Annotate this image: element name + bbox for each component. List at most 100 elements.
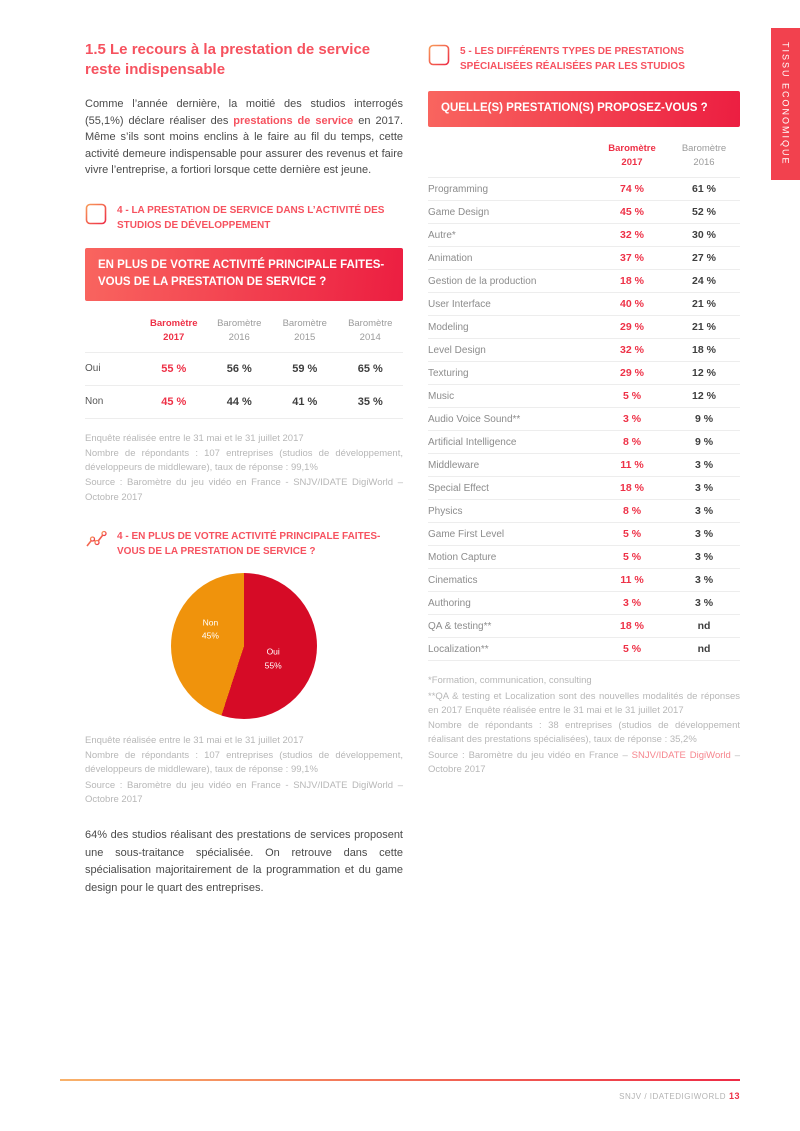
footnote-block-right: *Formation, communication, consulting **Q… xyxy=(428,674,740,747)
value-2017: 74 % xyxy=(620,183,644,196)
value-2017: 3 % xyxy=(622,413,642,426)
value-2016: 3 % xyxy=(694,528,714,541)
value-2017: 37 % xyxy=(620,252,644,265)
table-header-cell: Baromètre 2014 xyxy=(348,318,393,343)
table-row: User Interface 40 % 21 % xyxy=(428,292,740,315)
table-row: Cinematics 11 % 3 % xyxy=(428,568,740,591)
value-2016: nd xyxy=(697,620,711,633)
value-2016: 3 % xyxy=(694,459,714,472)
value-2017: 29 % xyxy=(620,321,644,334)
figure4-heading-label: 4 - LA PRESTATION DE SERVICE DANS L’ACTI… xyxy=(117,204,385,231)
prestation-label: Animation xyxy=(428,252,473,264)
value-2016: 27 % xyxy=(692,252,716,265)
question-banner-service: EN PLUS DE VOTRE ACTIVITÉ PRINCIPALE FAI… xyxy=(85,247,403,302)
footnote-line: *Formation, communication, consulting xyxy=(428,675,592,687)
question-banner-prestations: QUELLE(S) PRESTATION(S) PROPOSEZ-VOUS ? xyxy=(428,91,740,127)
table-cell: 65 % xyxy=(357,362,383,375)
source-line: Source : Baromètre du jeu vidéo en Franc… xyxy=(428,749,740,775)
figure4-heading: 4 - LA PRESTATION DE SERVICE DANS L’ACTI… xyxy=(85,203,403,233)
intro-text-2: en 2017. Même s’ils sont moins enclins à… xyxy=(85,114,404,177)
value-2016: 52 % xyxy=(692,206,716,219)
page-content: 1.5 Le recours à la prestation de servic… xyxy=(85,40,740,898)
intro-text-1: Comme l’année dernière, la moitié des st… xyxy=(85,98,403,127)
closing-paragraph: 64% des studios réalisant des prestation… xyxy=(85,829,403,894)
prestation-label: Artificial Intelligence xyxy=(428,436,517,448)
prestation-label: Audio Voice Sound** xyxy=(428,413,521,425)
footnote-line: Source : Baromètre du jeu vidéo en Franc… xyxy=(85,477,403,503)
table-header-cell: Baromètre 2016 xyxy=(217,318,262,343)
row-label: Non xyxy=(85,396,104,408)
value-2016: 3 % xyxy=(694,597,714,610)
footnote-line: **QA & testing et Localization sont des … xyxy=(428,690,740,716)
value-2017: 3 % xyxy=(622,597,642,610)
page-footer: SNJV / IDATEDIGIWORLD 13 xyxy=(619,1091,740,1101)
footer-gradient-rule xyxy=(60,1079,740,1081)
value-2016: 30 % xyxy=(692,229,716,242)
value-2017: 18 % xyxy=(620,275,644,288)
value-2016: 3 % xyxy=(694,574,714,587)
right-column: 5 - LES DIFFÉRENTS TYPES DE PRESTATIONS … xyxy=(428,40,740,898)
table-row: Game Design 45 % 52 % xyxy=(428,200,740,223)
table-cell: 35 % xyxy=(357,395,383,408)
table-header-cell: Baromètre 2016 xyxy=(681,142,727,168)
table-row: Game First Level 5 % 3 % xyxy=(428,522,740,545)
prestation-label: Programming xyxy=(428,183,489,195)
prestation-label: Level Design xyxy=(428,344,486,356)
table-row: Animation 37 % 27 % xyxy=(428,246,740,269)
value-2017: 8 % xyxy=(622,436,642,449)
table-row: Motion Capture 5 % 3 % xyxy=(428,545,740,568)
prestation-label: Authoring xyxy=(428,597,471,609)
prestation-label: Special Effect xyxy=(428,482,489,494)
table-row: Special Effect 18 % 3 % xyxy=(428,476,740,499)
section-side-tab-label: TISSU ECONOMIQUE xyxy=(780,42,791,166)
value-2017: 5 % xyxy=(622,551,642,564)
table-row-oui: Oui 55 % 56 % 59 % 65 % xyxy=(85,351,403,385)
table-cell: 59 % xyxy=(292,362,318,375)
left-column: 1.5 Le recours à la prestation de servic… xyxy=(85,40,403,898)
table-row: Localization** 5 % nd xyxy=(428,637,740,660)
table-row: Level Design 32 % 18 % xyxy=(428,338,740,361)
page-title: 1.5 Le recours à la prestation de servic… xyxy=(85,41,371,78)
section-side-tab[interactable]: TISSU ECONOMIQUE xyxy=(771,28,800,180)
figure5-heading: 5 - LES DIFFÉRENTS TYPES DE PRESTATIONS … xyxy=(428,44,740,74)
row-label: Oui xyxy=(85,363,101,375)
pie-label-oui: Oui 55% xyxy=(264,646,282,671)
intro-paragraph: Comme l’année dernière, la moitié des st… xyxy=(85,96,403,179)
prestation-label: Cinematics xyxy=(428,574,478,586)
footnote-line: Enquête réalisée entre le 31 mai et le 3… xyxy=(85,432,304,444)
table-row: Middleware 11 % 3 % xyxy=(428,453,740,476)
value-2016: nd xyxy=(697,643,711,656)
table-row: QA & testing** 18 % nd xyxy=(428,614,740,637)
prestation-label: Autre* xyxy=(428,229,456,241)
figure5-heading-label: 5 - LES DIFFÉRENTS TYPES DE PRESTATIONS … xyxy=(460,46,685,72)
prestation-label: Physics xyxy=(428,505,463,517)
service-table: Baromètre 2017 Baromètre 2016 Baromètre 201… xyxy=(85,309,403,419)
prestations-table-body: Programming 74 % 61 % Game Design 45 % 5… xyxy=(428,177,740,662)
table-cell: 55 % xyxy=(161,362,187,375)
line-chart-icon xyxy=(86,530,107,547)
prestation-label: Game First Level xyxy=(428,528,505,540)
value-2016: 24 % xyxy=(692,275,716,288)
table-row-non: Non 45 % 44 % 41 % 35 % xyxy=(85,384,403,419)
pie-chart: Non 45% Oui 55% xyxy=(171,572,317,719)
value-2017: 5 % xyxy=(622,528,642,541)
prestation-label: Texturing xyxy=(428,367,469,379)
value-2016: 3 % xyxy=(694,482,714,495)
table-row: Modeling 29 % 21 % xyxy=(428,315,740,338)
table-row: Texturing 29 % 12 % xyxy=(428,361,740,384)
value-2016: 12 % xyxy=(692,390,716,403)
value-2016: 61 % xyxy=(692,183,716,196)
value-2016: 21 % xyxy=(692,298,716,311)
prestation-label: Gestion de la production xyxy=(428,275,537,287)
footer-brand: SNJV / IDATEDIGIWORLD xyxy=(619,1092,726,1101)
prestations-table-header-row: Baromètre 2017 Baromètre 2016 xyxy=(428,138,740,178)
table-row: Gestion de la production 18 % 24 % xyxy=(428,269,740,292)
prestation-label: QA & testing** xyxy=(428,620,492,632)
table-cell: 41 % xyxy=(292,395,318,408)
prestation-label: Music xyxy=(428,390,455,402)
prestation-label: Modeling xyxy=(428,321,469,333)
table-cell: 44 % xyxy=(226,395,252,408)
table-row: Autre* 32 % 30 % xyxy=(428,223,740,246)
pie-chart-area: Non 45% Oui 55% xyxy=(85,571,403,721)
footnote-block-2: Enquête réalisée entre le 31 mai et le 3… xyxy=(85,734,403,807)
